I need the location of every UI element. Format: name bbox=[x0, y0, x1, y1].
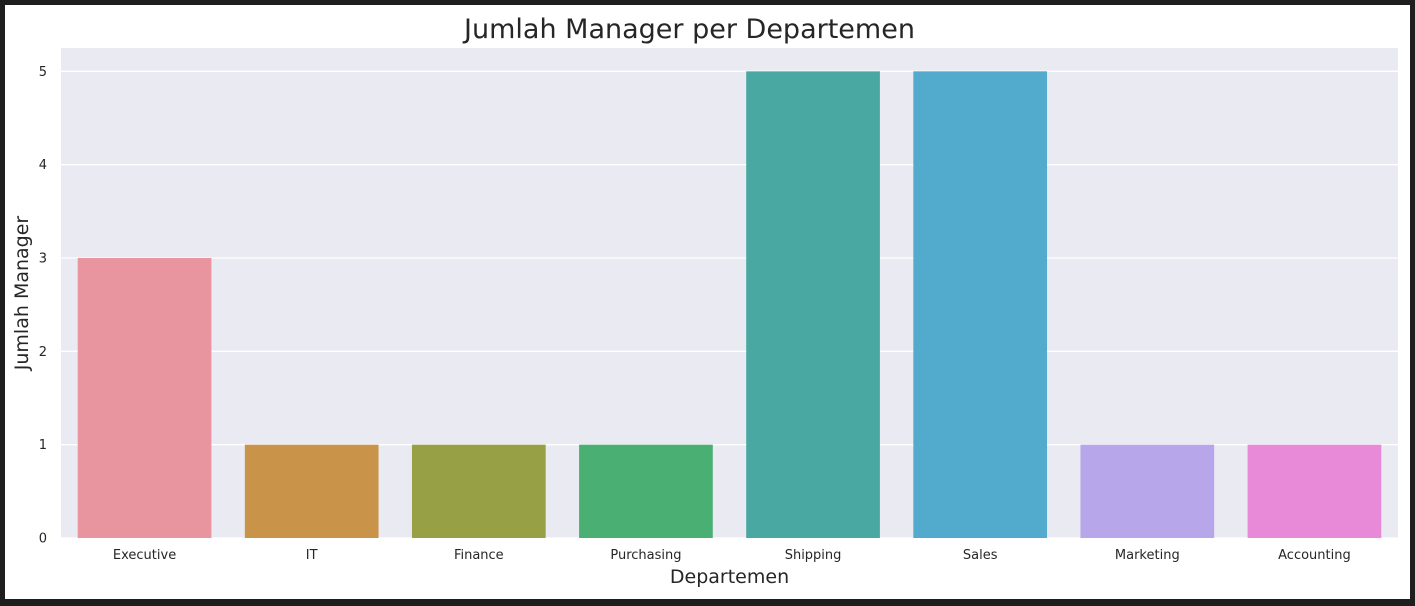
bar-marketing bbox=[1080, 444, 1215, 538]
y-tick-label: 5 bbox=[39, 65, 47, 80]
y-tick-label: 2 bbox=[39, 345, 47, 360]
x-tick-label: Accounting bbox=[1278, 548, 1351, 563]
bar-finance bbox=[411, 444, 546, 538]
y-tick-label: 4 bbox=[39, 158, 47, 173]
bar-purchasing bbox=[579, 444, 713, 538]
chart-title: Jumlah Manager per Departemen bbox=[462, 14, 915, 45]
bar-shipping bbox=[746, 71, 880, 538]
y-tick-labels: 0 1 2 3 4 5 bbox=[39, 65, 47, 547]
x-tick-label: IT bbox=[306, 548, 318, 563]
x-tick-label: Purchasing bbox=[610, 548, 681, 563]
y-tick-label: 1 bbox=[39, 438, 47, 453]
x-tick-label: Marketing bbox=[1115, 548, 1180, 563]
y-axis-label: Jumlah Manager bbox=[11, 216, 33, 372]
x-tick-label: Finance bbox=[454, 548, 504, 563]
bar-it bbox=[244, 444, 379, 538]
x-tick-labels: Executive IT Finance Purchasing Shipping Sale… bbox=[113, 548, 1351, 563]
y-tick-label: 3 bbox=[39, 252, 47, 267]
bar-executive bbox=[77, 258, 212, 538]
x-tick-label: Shipping bbox=[785, 548, 842, 563]
bar-sales bbox=[913, 71, 1048, 538]
x-tick-label: Sales bbox=[963, 548, 998, 563]
x-axis-label: Departemen bbox=[670, 566, 789, 588]
bars bbox=[77, 71, 1382, 538]
y-tick-label: 0 bbox=[39, 532, 47, 547]
bar-accounting bbox=[1247, 444, 1382, 538]
x-tick-label: Executive bbox=[113, 548, 176, 563]
